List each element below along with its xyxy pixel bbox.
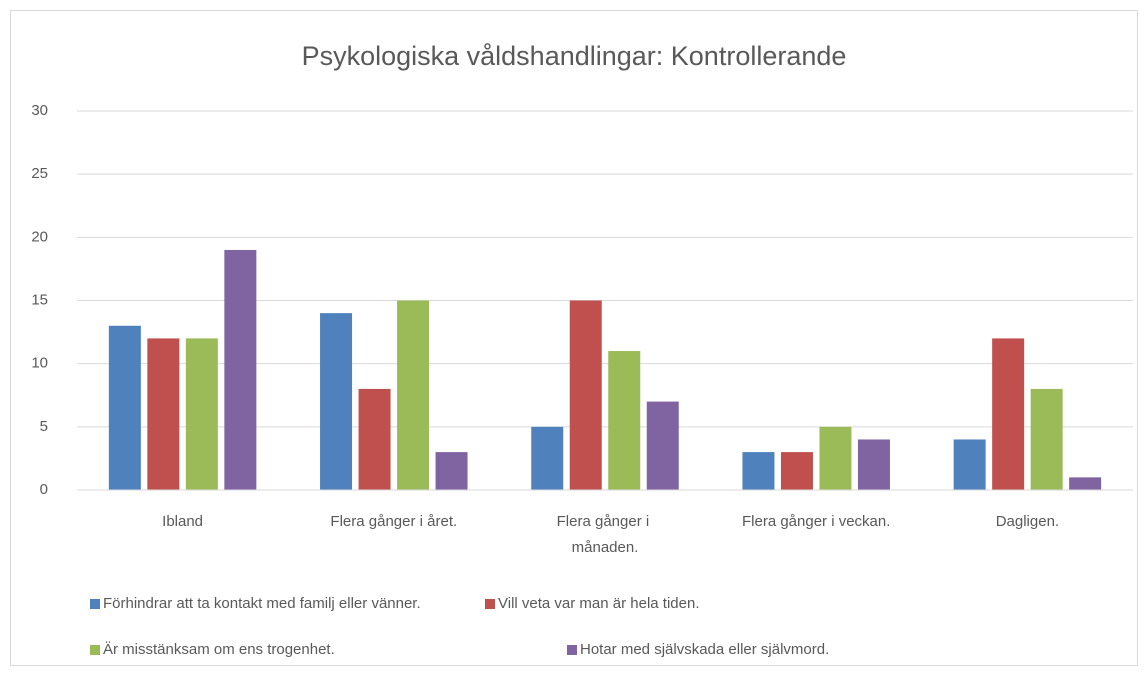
bar [992,338,1025,490]
bar [147,338,180,490]
y-tick-label: 25 [31,165,48,182]
bar [224,249,257,490]
legend-label: Är misstänksam om ens trogenhet. [103,641,335,658]
x-tick-line: Flera gånger i [557,513,654,530]
bar [819,426,852,490]
bar [108,325,141,490]
bar [397,300,430,490]
bar [742,452,775,490]
legend-swatch [90,645,100,655]
y-tick-label: 30 [31,102,48,119]
y-tick-label: 15 [31,291,48,308]
bar [857,439,890,490]
legend-label: Förhindrar att ta kontakt med familj ell… [103,595,421,612]
chart-title: Psykologiska våldshandlingar: Kontroller… [302,41,847,71]
legend-label: Hotar med självskada eller självmord. [580,641,829,658]
legend-swatch [485,599,495,609]
x-tick-label: Flera gånger i månaden. [557,513,654,556]
bar [1030,388,1063,490]
legend-swatch [90,599,100,609]
bar [608,351,641,490]
bar [320,313,353,490]
legend-label: Vill veta var man är hela tiden. [498,595,700,612]
legend-swatch [567,645,577,655]
bar [531,426,564,490]
bar [646,401,679,490]
bar [569,300,602,490]
y-tick-label: 0 [40,481,48,498]
y-tick-label: 10 [31,355,48,372]
x-tick-line: månaden. [572,539,639,556]
x-tick-label: Ibland [162,513,203,530]
y-tick-label: 5 [40,418,48,435]
bar [435,452,468,490]
x-tick-label: Flera gånger i veckan. [742,513,890,530]
x-tick-label: Dagligen. [996,513,1059,530]
bar [358,388,391,490]
y-tick-label: 20 [31,228,48,245]
bar [780,452,813,490]
x-tick-label: Flera gånger i året. [330,513,457,530]
bar [185,338,218,490]
bar [953,439,986,490]
bar [1069,477,1102,490]
